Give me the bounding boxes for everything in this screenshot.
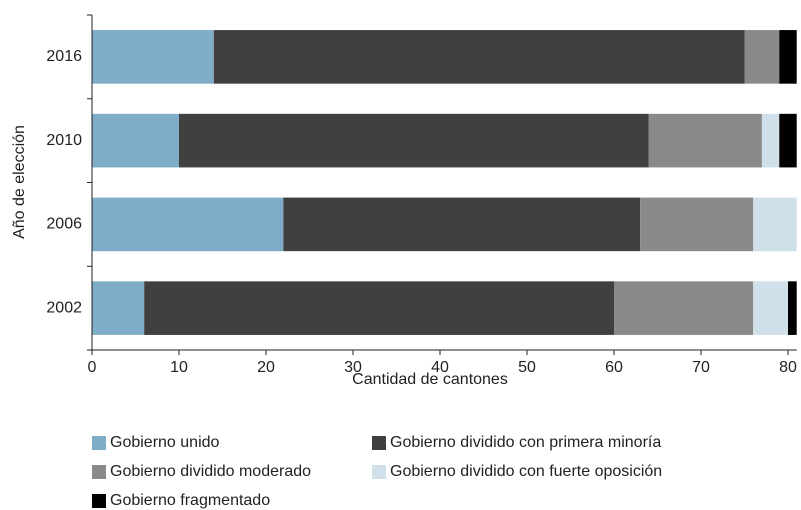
bar-segment: [92, 113, 179, 168]
x-axis-label: Cantidad de cantones: [352, 371, 508, 388]
y-axis-label: Año de elección: [11, 125, 28, 239]
bar-segment: [779, 113, 797, 168]
bar-segment: [779, 30, 797, 84]
bar-segment: [744, 30, 780, 84]
legend-label: Gobierno unido: [110, 434, 220, 451]
bar-segment: [179, 113, 649, 168]
x-tick-label: 50: [518, 359, 536, 376]
bar-segment: [753, 281, 788, 335]
legend-label: Gobierno dividido con primera minoría: [390, 434, 661, 451]
legend-swatch: [92, 436, 106, 450]
legend-swatch: [372, 436, 386, 450]
bar-segment: [213, 30, 745, 84]
x-tick-label: 10: [170, 359, 188, 376]
legend-swatch: [372, 465, 386, 479]
bar-segment: [648, 113, 762, 168]
bar-segment: [92, 197, 284, 252]
x-tick-label: 80: [779, 359, 797, 376]
y-tick-label: 2010: [46, 132, 82, 149]
legend-swatch: [92, 494, 106, 508]
x-tick-label: 30: [344, 359, 362, 376]
x-tick-label: 20: [257, 359, 275, 376]
x-tick-label: 70: [692, 359, 710, 376]
bar-segment: [614, 281, 754, 335]
legend-label: Gobierno fragmentado: [110, 492, 270, 509]
bar-segment: [144, 281, 614, 335]
y-tick-label: 2002: [46, 299, 82, 316]
legend-label: Gobierno dividido moderado: [110, 463, 311, 480]
x-tick-label: 60: [605, 359, 623, 376]
bar-segment: [92, 30, 214, 84]
bar-segment: [761, 113, 780, 168]
x-tick-label: 0: [88, 359, 97, 376]
bar-segment: [788, 281, 797, 335]
bar-segment: [283, 197, 641, 252]
y-tick-label: 2006: [46, 216, 82, 233]
bar-segment: [753, 197, 797, 252]
legend-swatch: [92, 465, 106, 479]
y-tick-label: 2016: [46, 48, 82, 65]
bar-segment: [92, 281, 145, 335]
legend-label: Gobierno dividido con fuerte oposición: [390, 463, 662, 480]
x-tick-label: 40: [431, 359, 449, 376]
bar-segment: [640, 197, 754, 252]
